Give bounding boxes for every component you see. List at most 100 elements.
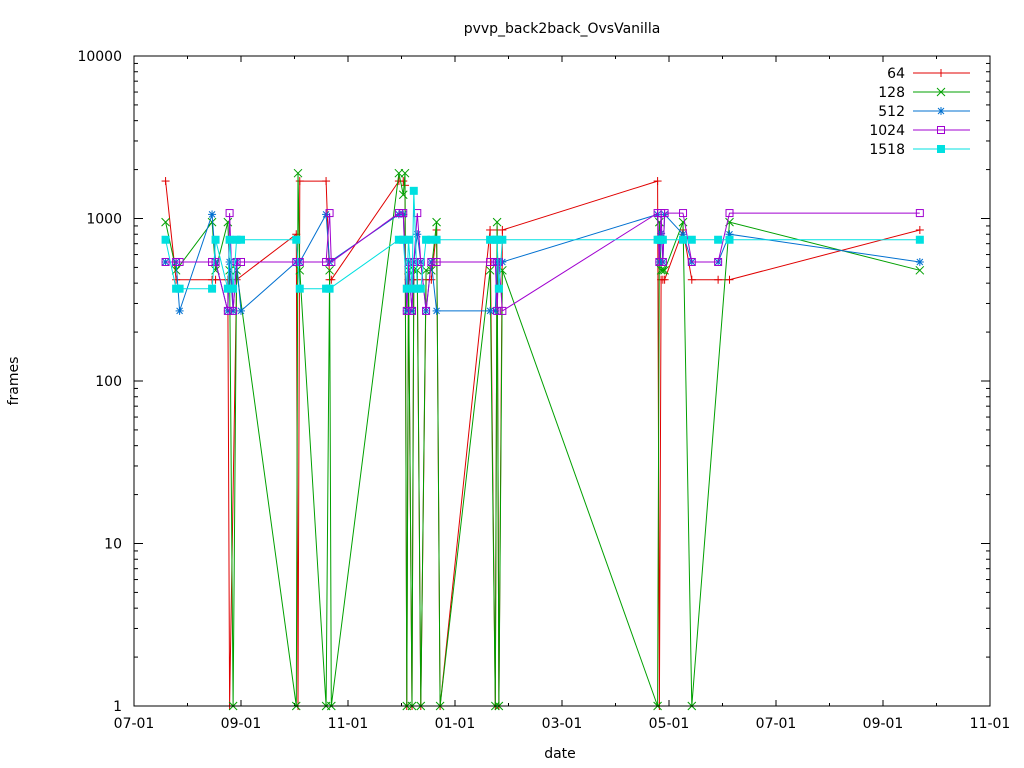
data-point-stroke: [915, 235, 924, 244]
data-point: [322, 257, 331, 266]
data-point: [937, 107, 945, 115]
data-point-stroke: [295, 257, 304, 266]
data-point: [498, 235, 507, 244]
data-point-stroke: [225, 235, 234, 244]
data-point-stroke: [292, 235, 301, 244]
data-point: [485, 265, 495, 275]
data-point-stroke: [433, 307, 440, 315]
data-point-stroke: [658, 235, 667, 244]
x-tick-label: 07-01: [756, 716, 797, 732]
data-point: [498, 225, 507, 234]
data-point-stroke: [162, 258, 169, 266]
data-point: [325, 265, 334, 275]
data-point: [161, 257, 170, 266]
data-point: [714, 235, 723, 244]
data-point: [725, 275, 734, 284]
data-point-stroke: [486, 307, 494, 315]
data-point: [915, 235, 924, 244]
data-point: [679, 209, 688, 218]
plot-frame: [133, 55, 991, 707]
data-point: [172, 275, 181, 284]
data-point: [660, 275, 669, 284]
data-point-stroke: [161, 235, 170, 244]
data-point: [432, 235, 441, 244]
x-tick-label: 01-01: [435, 716, 476, 732]
data-point-stroke: [656, 265, 666, 275]
data-point: [412, 265, 422, 275]
data-point-stroke: [232, 257, 241, 266]
data-point-stroke: [398, 190, 408, 200]
data-point: [494, 257, 503, 266]
data-point-stroke: [654, 217, 664, 227]
data-point-stroke: [207, 217, 217, 227]
data-point: [237, 306, 245, 315]
data-point: [494, 284, 503, 293]
x-tick-label: 11-01: [970, 716, 1011, 732]
data-point-stroke: [432, 217, 441, 227]
data-point: [498, 306, 507, 315]
data-point-stroke: [161, 257, 170, 266]
data-point: [937, 69, 945, 77]
data-point-stroke: [679, 235, 688, 244]
data-point-stroke: [658, 265, 668, 275]
data-point-stroke: [223, 217, 233, 227]
data-point-stroke: [409, 186, 418, 195]
legend-label-512: 512: [878, 104, 905, 120]
data-point-stroke: [394, 168, 404, 178]
x-tick-label: 07-01: [114, 716, 155, 732]
data-point-stroke: [687, 235, 696, 244]
data-point: [211, 235, 220, 244]
data-point: [175, 257, 184, 266]
data-point-stroke: [293, 168, 303, 178]
data-point: [161, 217, 170, 227]
data-point-stroke: [422, 306, 431, 315]
data-point-stroke: [211, 257, 220, 266]
data-point-stroke: [916, 258, 924, 266]
data-point-stroke: [432, 257, 441, 266]
data-point: [225, 209, 234, 218]
data-point-stroke: [225, 209, 234, 218]
data-point-stroke: [229, 284, 238, 293]
data-point: [208, 284, 217, 293]
data-point: [658, 265, 668, 275]
data-point-stroke: [175, 257, 184, 266]
data-point-stroke: [175, 284, 184, 293]
data-point: [175, 284, 184, 293]
data-point: [229, 306, 238, 315]
data-point-stroke: [937, 126, 945, 134]
data-point-stroke: [426, 265, 436, 275]
data-point-stroke: [229, 306, 238, 315]
data-point-stroke: [400, 168, 410, 178]
data-point-stroke: [295, 265, 305, 275]
data-point-stroke: [416, 284, 425, 293]
data-point: [400, 168, 410, 178]
data-point: [175, 306, 184, 315]
y-axis-label: frames: [6, 357, 22, 406]
x-axis-label: date: [544, 746, 576, 762]
data-point-stroke: [325, 284, 334, 293]
data-point: [915, 265, 925, 275]
data-point: [656, 265, 666, 275]
data-point: [660, 265, 669, 275]
data-point: [486, 257, 495, 266]
data-point: [207, 217, 217, 227]
data-point-stroke: [485, 265, 495, 275]
data-point-stroke: [237, 257, 245, 266]
data-point: [432, 217, 441, 227]
data-point: [427, 275, 436, 284]
data-point-stroke: [658, 257, 667, 266]
data-point-stroke: [915, 209, 924, 218]
legend-label-1518: 1518: [869, 142, 905, 158]
data-point: [915, 257, 924, 266]
data-point-stroke: [679, 209, 688, 218]
data-point: [725, 209, 734, 218]
data-point-stroke: [937, 145, 945, 153]
data-point: [171, 265, 181, 275]
data-point: [413, 230, 422, 239]
data-point: [486, 225, 495, 234]
data-point-stroke: [486, 257, 495, 266]
data-point: [493, 306, 502, 315]
data-point-stroke: [402, 306, 411, 315]
data-point: [399, 209, 408, 218]
